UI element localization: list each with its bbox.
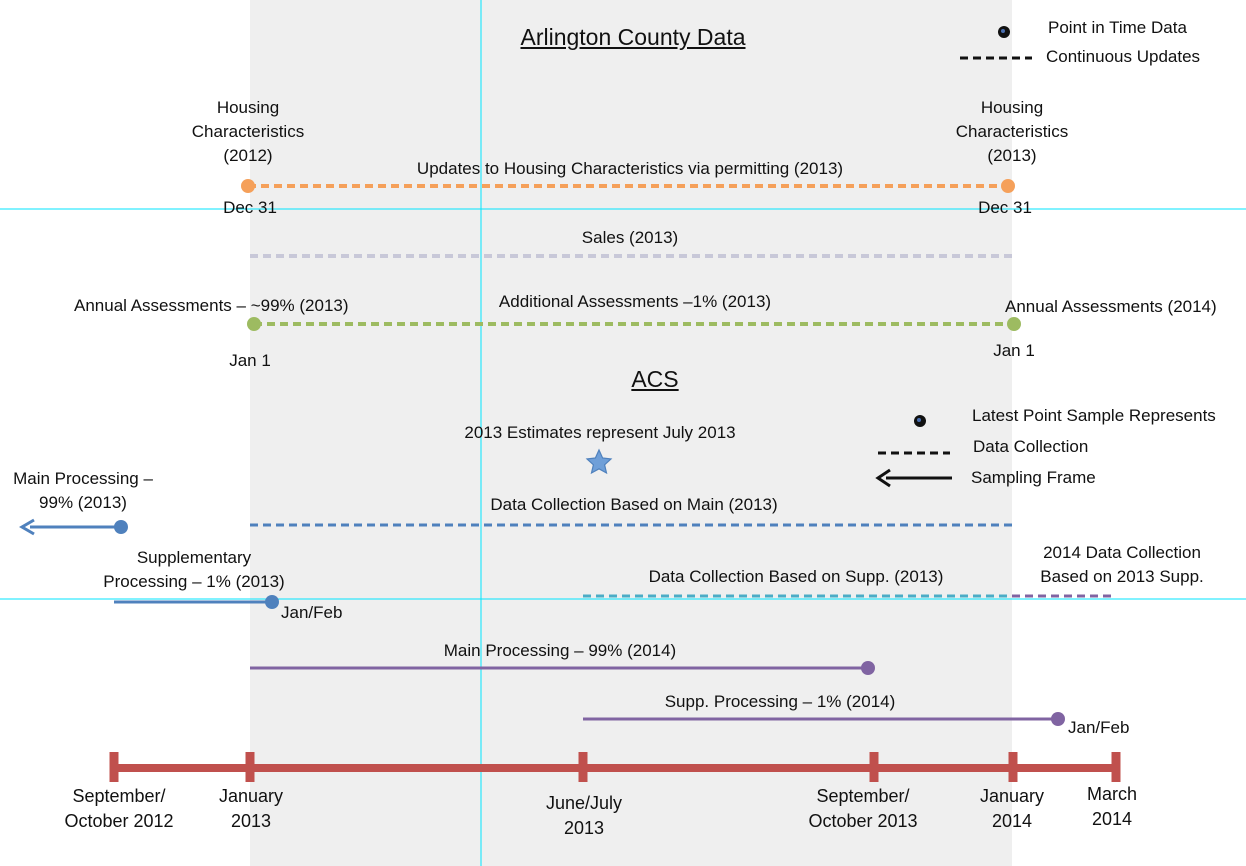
timeline-label-jan-2014: January 2014 xyxy=(979,786,1045,831)
assessment-2013-date: Jan 1 xyxy=(229,351,271,370)
legend-continuous-label: Continuous Updates xyxy=(1046,47,1201,66)
housing-point-2012 xyxy=(241,179,255,193)
legend-point-label: Point in Time Data xyxy=(1048,18,1187,37)
estimate-star-icon xyxy=(585,448,613,475)
housing-2013-date: Dec 31 xyxy=(978,198,1032,217)
data-collection-main-label: Data Collection Based on Main (2013) xyxy=(490,495,778,514)
housing-2012-label: Housing Characteristics (2012) xyxy=(191,98,305,165)
data-collection-supp-label: Data Collection Based on Supp. (2013) xyxy=(648,567,944,586)
acs-legend-dashed-label: Data Collection xyxy=(973,437,1089,456)
supp-processing-2013-date: Jan/Feb xyxy=(281,603,343,622)
legend-point-marker-highlight xyxy=(1001,29,1005,33)
county-section-title: Arlington County Data xyxy=(520,24,746,50)
timeline-label-sep-2012: September/ October 2012 xyxy=(64,786,174,831)
acs-legend-arrow-label: Sampling Frame xyxy=(971,468,1096,487)
assessment-point-2013 xyxy=(247,317,261,331)
housing-updates-label: Updates to Housing Characteristics via p… xyxy=(416,159,844,178)
acs-legend-arrow-head xyxy=(875,468,891,488)
housing-2012-date: Dec 31 xyxy=(223,198,277,217)
additional-assessments-label: Additional Assessments –1% (2013) xyxy=(498,292,772,311)
assessment-point-2014 xyxy=(1007,317,1021,331)
supp-processing-2014-label: Supp. Processing – 1% (2014) xyxy=(664,692,896,711)
housing-point-2013 xyxy=(1001,179,1015,193)
annual-assessments-2013-label: Annual Assessments – ~99% (2013) xyxy=(74,296,349,315)
acs-legend-point-marker-highlight xyxy=(917,418,921,422)
main-processing-2014-point xyxy=(861,661,875,675)
annual-assessments-2014-label: Annual Assessments (2014) xyxy=(1005,297,1217,316)
estimates-label: 2013 Estimates represent July 2013 xyxy=(464,423,736,442)
acs-legend-point-label: Latest Point Sample Represents xyxy=(972,406,1216,425)
main-processing-2014-label: Main Processing – 99% (2014) xyxy=(443,641,677,660)
timeline-label-jan-2013: January 2013 xyxy=(218,786,284,831)
supp-processing-2014-date: Jan/Feb xyxy=(1068,718,1130,737)
timeline-label-mar-2014: March 2014 xyxy=(1086,784,1137,829)
housing-2013-label: Housing Characteristics (2013) xyxy=(955,98,1069,165)
main-processing-2013-arrow-head xyxy=(19,518,35,536)
timeline-label-jun-2013: June/July 2013 xyxy=(545,793,623,838)
supp-processing-2013-point xyxy=(265,595,279,609)
collection-2014-label: 2014 Data Collection Based on 2013 Supp. xyxy=(1040,543,1204,586)
supp-processing-2013-label: Supplementary Processing – 1% (2013) xyxy=(103,548,285,591)
shaded-period xyxy=(250,0,1012,866)
main-processing-2013-point xyxy=(114,520,128,534)
timeline-label-sep-2013: September/ October 2013 xyxy=(808,786,918,831)
main-processing-2013-label: Main Processing – 99% (2013) xyxy=(13,469,153,512)
sales-label: Sales (2013) xyxy=(581,228,679,247)
assessment-2014-date: Jan 1 xyxy=(993,341,1035,360)
acs-section-title: ACS xyxy=(631,366,679,392)
supp-processing-2014-point xyxy=(1051,712,1065,726)
